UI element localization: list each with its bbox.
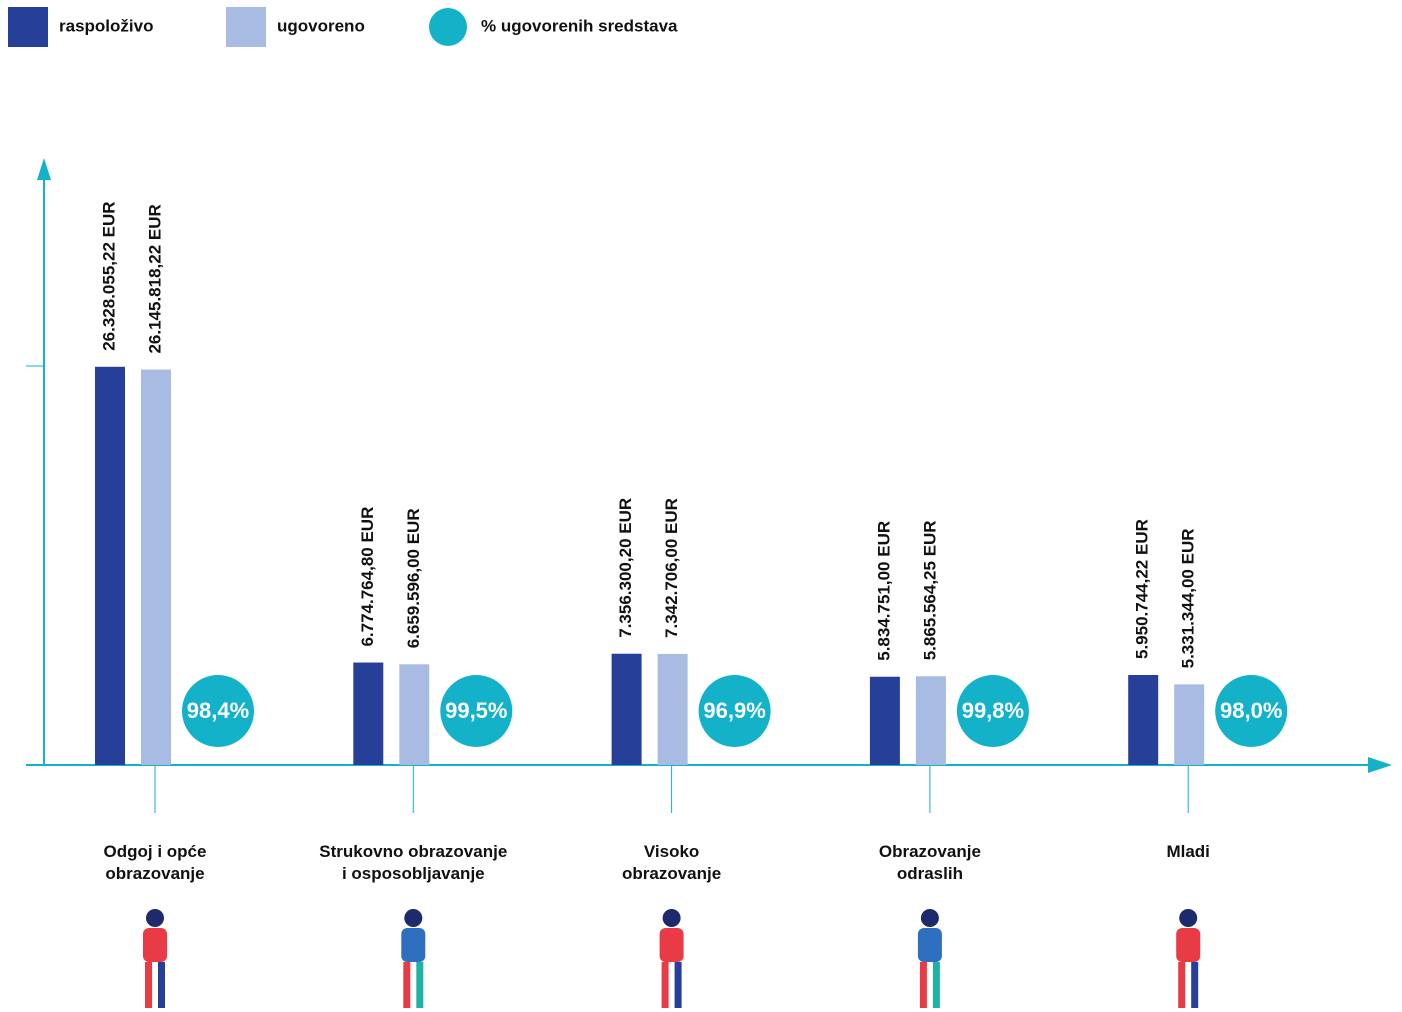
figure-leg bbox=[1178, 962, 1186, 1008]
value-label: 7.356.300,20 EUR bbox=[616, 498, 635, 638]
figure-leg bbox=[932, 962, 940, 1008]
y-axis bbox=[26, 158, 51, 765]
bar bbox=[869, 676, 900, 765]
figure-leg bbox=[145, 962, 152, 1008]
percent-label: 98,0% bbox=[1220, 698, 1282, 723]
y-axis-arrow bbox=[37, 158, 51, 180]
figure-body bbox=[143, 928, 167, 962]
figure-head bbox=[1179, 909, 1198, 927]
bar bbox=[353, 662, 384, 765]
figure-leg bbox=[416, 962, 424, 1008]
value-label: 26.328.055,22 EUR bbox=[99, 201, 118, 350]
figure-head bbox=[404, 909, 423, 927]
percent-label: 99,8% bbox=[962, 698, 1024, 723]
value-label: 5.950.744,22 EUR bbox=[1133, 519, 1152, 659]
legend-swatch bbox=[226, 7, 266, 47]
bar bbox=[399, 664, 430, 765]
x-tick-label: Visoko obrazovanje bbox=[621, 842, 722, 883]
percent-circle bbox=[182, 675, 254, 747]
x-tick-label: Obrazovanje odraslih bbox=[878, 842, 981, 883]
bar bbox=[1128, 674, 1159, 765]
illustration bbox=[1176, 909, 1201, 1008]
figure-body bbox=[1176, 928, 1201, 962]
figure-leg bbox=[661, 962, 669, 1008]
legend-label: % ugovorenih sredstava bbox=[481, 16, 678, 35]
figure-body bbox=[659, 928, 684, 962]
bar bbox=[1174, 684, 1205, 765]
illustration bbox=[143, 909, 167, 1008]
figure-body bbox=[917, 928, 942, 962]
value-label: 5.834.751,00 EUR bbox=[874, 521, 893, 661]
value-label: 5.331.344,00 EUR bbox=[1179, 528, 1198, 668]
percent-circle bbox=[1215, 675, 1288, 747]
figure-leg bbox=[674, 962, 682, 1008]
x-tick-label: Strukovno obrazovanje i osposobljavanje bbox=[319, 842, 508, 883]
figure-leg bbox=[1191, 962, 1199, 1008]
value-label: 6.774.764,80 EUR bbox=[358, 507, 377, 647]
legend-swatch bbox=[429, 8, 467, 46]
illustration bbox=[659, 909, 684, 1008]
value-label: 6.659.596,00 EUR bbox=[404, 508, 423, 648]
figure-head bbox=[662, 909, 681, 927]
figure-leg bbox=[919, 962, 927, 1008]
percent-label: 98,4% bbox=[187, 698, 249, 723]
percent-circle bbox=[440, 675, 513, 747]
value-label: 7.342.706,00 EUR bbox=[662, 498, 681, 638]
bar bbox=[915, 676, 946, 765]
figure-body bbox=[401, 928, 426, 962]
percent-label: 96,9% bbox=[703, 698, 765, 723]
value-label: 5.865.564,25 EUR bbox=[920, 520, 939, 660]
bar bbox=[95, 366, 125, 765]
illustration bbox=[401, 909, 426, 1008]
illustration bbox=[917, 909, 942, 1008]
percent-label: 99,5% bbox=[445, 698, 507, 723]
bar bbox=[611, 653, 642, 765]
percent-circle bbox=[698, 675, 771, 747]
figure-leg bbox=[403, 962, 411, 1008]
x-tick-label: Mladi bbox=[1166, 842, 1210, 861]
x-axis-arrow bbox=[1368, 757, 1392, 773]
bar bbox=[657, 653, 688, 765]
legend-label: ugovoreno bbox=[277, 16, 365, 35]
legend-swatch bbox=[8, 7, 48, 47]
figure-leg bbox=[158, 962, 165, 1008]
figure-head bbox=[146, 909, 164, 927]
figure-head bbox=[920, 909, 939, 927]
x-tick-label: Odgoj i opće obrazovanje bbox=[103, 842, 207, 883]
bar bbox=[141, 369, 171, 765]
legend-label: raspoloživo bbox=[59, 16, 153, 35]
percent-circle bbox=[956, 675, 1029, 747]
value-label: 26.145.818,22 EUR bbox=[145, 204, 164, 353]
